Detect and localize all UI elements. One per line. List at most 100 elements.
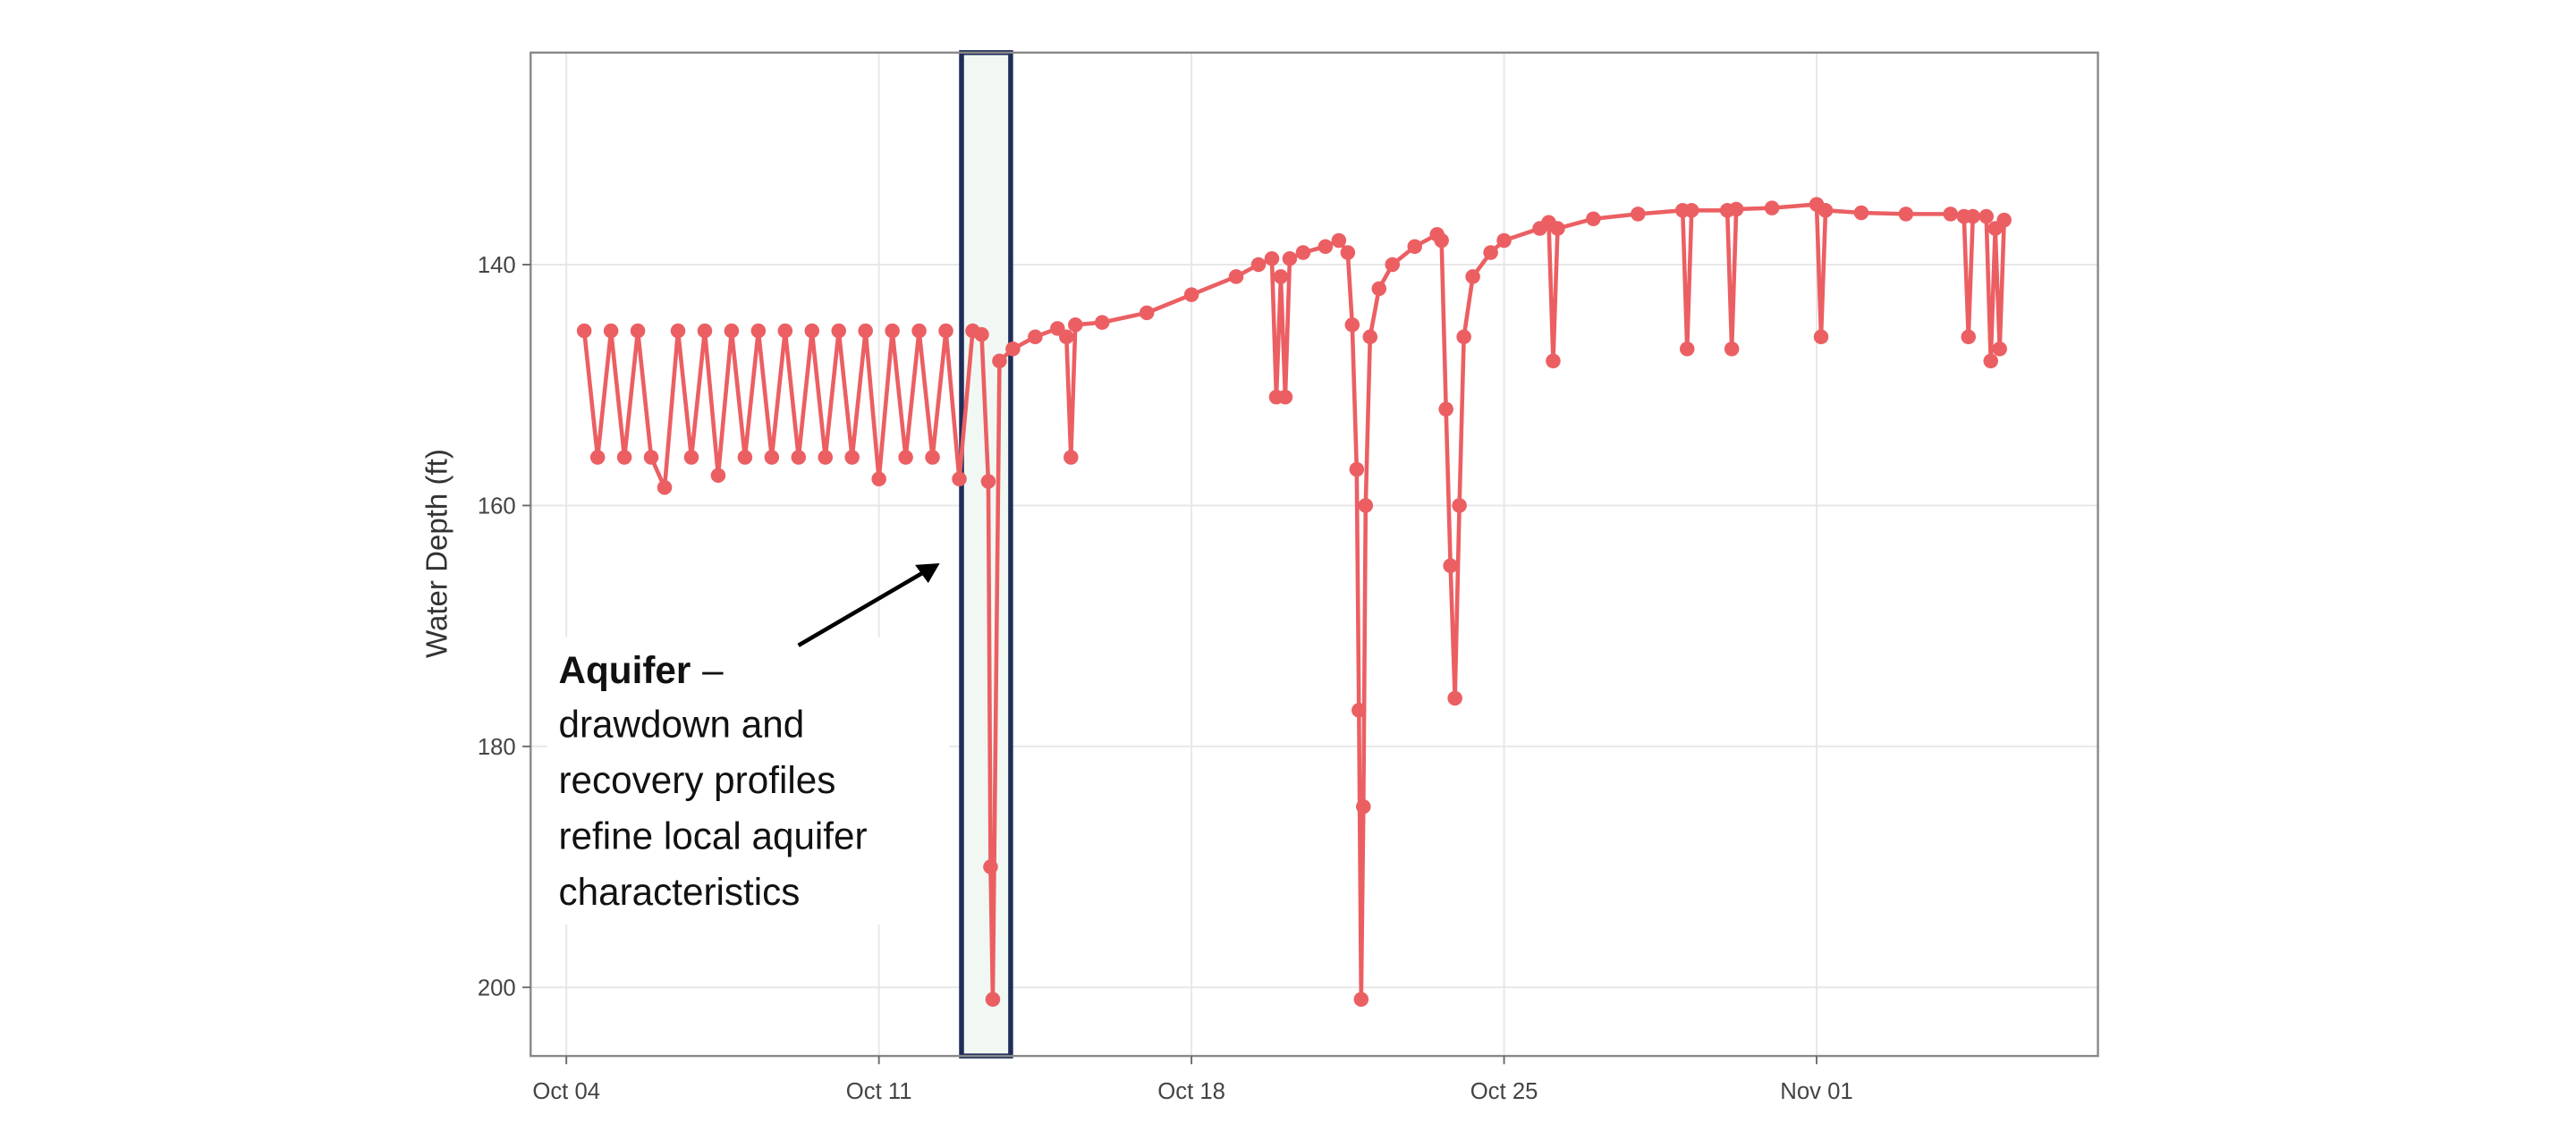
annotation-line: recovery profiles	[558, 759, 835, 801]
data-point	[1344, 317, 1360, 333]
data-point	[750, 323, 767, 339]
data-point	[1965, 208, 1980, 224]
data-point	[1992, 341, 2007, 357]
data-point	[1683, 203, 1699, 218]
data-point	[1295, 245, 1311, 260]
data-point	[576, 323, 592, 339]
data-point	[1005, 341, 1021, 357]
data-point	[1068, 317, 1083, 333]
data-point	[1282, 250, 1298, 266]
data-point	[737, 450, 753, 465]
x-tick-label: Oct 11	[846, 1079, 912, 1104]
data-point	[1139, 305, 1155, 321]
data-point	[1496, 232, 1512, 249]
data-point	[1183, 287, 1199, 302]
data-point	[1362, 329, 1378, 345]
annotation-arrow	[797, 570, 927, 647]
annotation-line: drawdown and	[558, 704, 804, 746]
annotation-line: characteristics	[558, 871, 800, 913]
data-point	[1318, 239, 1334, 255]
data-point	[657, 479, 673, 495]
annotation-bg	[547, 637, 950, 925]
data-point	[1353, 992, 1369, 1008]
data-point	[898, 450, 913, 465]
data-point	[1273, 269, 1289, 284]
data-point	[1063, 450, 1079, 465]
annotation-line: refine local aquifer	[558, 815, 867, 857]
data-point	[952, 471, 967, 487]
data-point	[871, 471, 886, 487]
data-point	[992, 353, 1007, 368]
axes: 140 160 180 200 Oct 04 Oct 11 Oct 18 Oct 25 Nov …	[478, 253, 1853, 1104]
data-point	[1277, 389, 1293, 405]
data-point	[1550, 221, 1565, 236]
data-point	[1961, 329, 1977, 345]
data-point	[697, 323, 713, 339]
data-point	[777, 323, 793, 339]
data-point	[1356, 798, 1371, 815]
y-axis-label: Water Depth (ft)	[421, 449, 454, 658]
annotation-heading: Aquifer –	[558, 649, 724, 691]
data-point	[1853, 205, 1869, 221]
data-point	[1385, 257, 1401, 273]
data-point	[844, 450, 860, 465]
data-point	[980, 474, 996, 489]
data-point	[1443, 558, 1458, 574]
data-point	[670, 323, 686, 339]
data-point	[1483, 245, 1498, 260]
y-tick-label: 140	[478, 253, 516, 278]
data-point	[1434, 232, 1449, 249]
plot-frame	[530, 51, 2099, 1058]
data-point	[724, 323, 740, 339]
data-point	[1349, 461, 1365, 477]
data-point	[603, 323, 619, 339]
data-point	[1728, 201, 1744, 217]
data-point	[983, 859, 998, 874]
data-point	[1818, 203, 1834, 218]
data-point	[1724, 341, 1740, 357]
x-tick-label: Oct 25	[1470, 1079, 1538, 1104]
annotation-arrowhead	[915, 563, 940, 584]
data-point	[1264, 250, 1280, 266]
x-tick-label: Nov 01	[1780, 1079, 1852, 1104]
data-point	[1407, 239, 1422, 255]
data-point	[616, 450, 632, 465]
data-point	[764, 450, 780, 465]
data-point	[1764, 200, 1780, 215]
data-point	[831, 323, 846, 339]
y-tick-label: 200	[478, 975, 516, 1000]
data-point	[1358, 498, 1374, 513]
y-tick-label: 180	[478, 735, 516, 760]
data-point	[1340, 245, 1356, 260]
data-point	[885, 323, 900, 339]
annotation-heading-bold: Aquifer	[558, 649, 691, 691]
data-point	[858, 323, 873, 339]
x-tick-label: Oct 18	[1157, 1079, 1225, 1104]
data-point	[1352, 703, 1367, 718]
data-point	[1631, 207, 1646, 222]
data-point	[1546, 353, 1561, 368]
data-point	[1094, 315, 1110, 330]
data-point	[1813, 329, 1829, 345]
highlight-band	[959, 50, 1013, 1059]
data-point	[1028, 329, 1043, 345]
data-point	[1898, 207, 1914, 222]
marks	[576, 197, 2012, 1008]
data-point	[911, 323, 927, 339]
data-point	[1059, 329, 1074, 345]
data-point	[589, 450, 606, 465]
annotation-heading-rest: –	[702, 649, 724, 691]
data-point	[1679, 341, 1695, 357]
data-point	[1979, 208, 1994, 224]
data-point	[804, 323, 820, 339]
data-point	[791, 450, 807, 465]
data-point	[1586, 211, 1601, 227]
data-point	[1996, 212, 2012, 228]
highlight-layer	[959, 50, 1013, 1059]
data-point	[1456, 329, 1471, 345]
data-point	[974, 326, 989, 342]
data-point	[683, 450, 699, 465]
data-point	[1447, 690, 1462, 706]
